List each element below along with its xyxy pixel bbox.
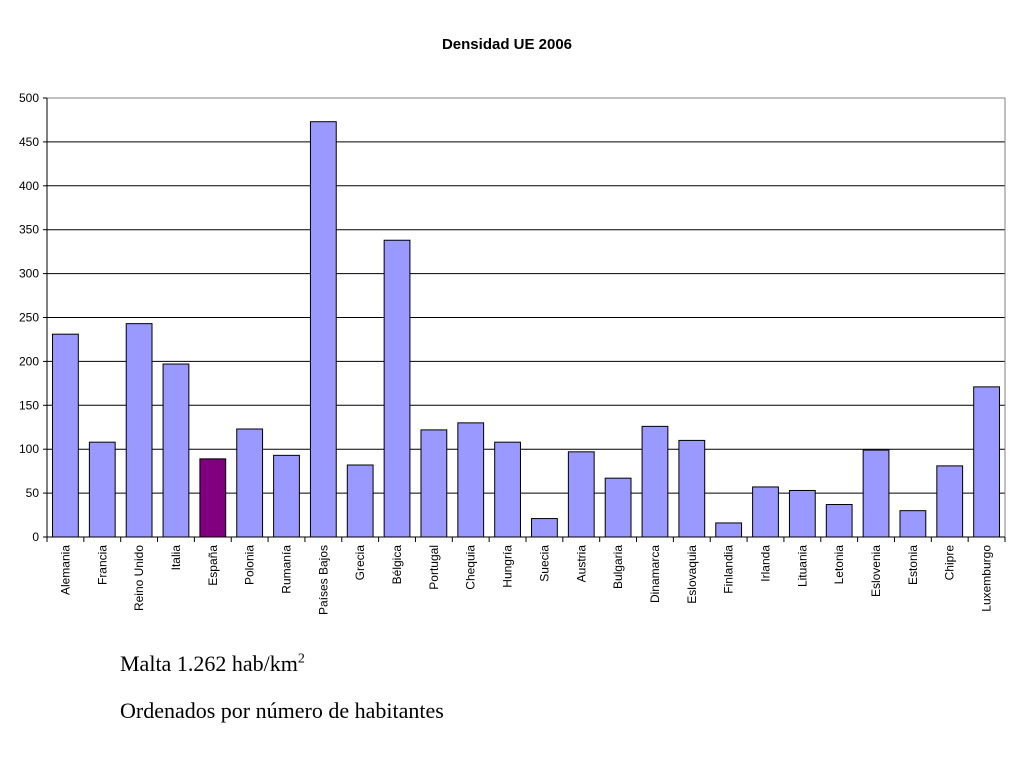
y-tick-label: 0 <box>32 530 39 544</box>
bar-chart: 0 50 100 150 200 250 300 350 400 450 500 Alemania Fr… <box>19 91 1006 615</box>
y-tick-label: 400 <box>19 179 39 193</box>
x-tick-label: Polonia <box>243 545 257 585</box>
bar-lituania <box>788 489 816 538</box>
y-tick-label: 100 <box>19 442 39 456</box>
bar-países-bajos <box>309 121 337 538</box>
y-tick-label: 350 <box>19 223 39 237</box>
x-tick-label: España <box>206 545 220 586</box>
bar-alemania <box>52 333 79 538</box>
bar-austria <box>567 451 595 538</box>
x-tick-label: Italia <box>169 545 183 571</box>
x-tick-label: Lituania <box>795 545 809 587</box>
gridlines <box>47 97 1005 494</box>
bar-polonia <box>236 428 264 538</box>
x-tick-label: Alemania <box>58 545 72 595</box>
x-tick-label: Dinamarca <box>648 545 662 603</box>
malta-density-text: Malta 1.262 hab/km <box>120 651 298 676</box>
bar-francia <box>88 441 116 538</box>
bar-dinamarca <box>641 425 669 538</box>
x-tick-label: Suecia <box>537 545 551 582</box>
bar-hungría <box>494 441 521 538</box>
y-tick-label: 50 <box>26 486 40 500</box>
y-tick-label: 450 <box>19 135 39 149</box>
x-tick-label: Francia <box>95 545 109 585</box>
bar-grecia <box>346 464 374 538</box>
tick-labels: 0 50 100 150 200 250 300 350 400 450 500 Alemania Fr… <box>19 91 994 615</box>
x-tick-label: Finlandia <box>722 545 736 594</box>
y-tick-label: 250 <box>19 311 39 325</box>
malta-density-note: Malta 1.262 hab/km2 <box>120 651 305 677</box>
bar-estonia <box>899 510 927 538</box>
y-tick-label: 500 <box>19 91 39 105</box>
bar-reino-unido <box>125 323 153 538</box>
bar-eslovenia <box>862 449 890 538</box>
y-tick-label: 150 <box>19 398 39 412</box>
x-tick-label: Eslovaquia <box>685 545 699 604</box>
x-tick-label: Irlanda <box>759 545 773 582</box>
bar-bélgica <box>383 239 411 538</box>
x-tick-label: Bulgaria <box>611 545 625 589</box>
bar-letonia <box>825 504 853 538</box>
bar-italia <box>162 363 190 538</box>
bar-rumanía <box>273 454 300 538</box>
x-tick-label: Portugal <box>427 545 441 590</box>
chart-title: Densidad UE 2006 <box>441 36 573 53</box>
x-tick-label: Grecia <box>353 545 367 581</box>
bar-eslovaquia <box>678 439 706 538</box>
bar-españa <box>199 458 227 538</box>
ordering-note: Ordenados por número de habitantes <box>120 698 444 723</box>
bar-finlandia <box>715 522 743 538</box>
bar-chequia <box>457 422 485 538</box>
x-tick-label: Chipre <box>943 545 957 581</box>
x-tick-label: Eslovenia <box>869 545 883 597</box>
x-tick-label: Bélgica <box>390 545 404 585</box>
bar-irlanda <box>752 486 779 538</box>
bar-luxemburgo <box>973 386 1000 538</box>
x-tick-label: Hungría <box>501 545 515 588</box>
x-tick-label: Estonia <box>906 545 920 585</box>
bar-portugal <box>420 429 448 538</box>
bars <box>52 121 1000 538</box>
bar-suecia <box>531 518 558 538</box>
malta-density-superscript: 2 <box>297 651 305 667</box>
x-tick-label: Reino Unido <box>132 545 146 611</box>
y-tick-label: 300 <box>19 267 39 281</box>
x-tick-label: Países Bajos <box>316 545 330 615</box>
y-tick-label: 200 <box>19 354 39 368</box>
bar-chipre <box>936 465 964 538</box>
x-tick-label: Rumanía <box>280 545 294 594</box>
x-tick-label: Austria <box>574 545 588 583</box>
x-tick-label: Luxemburgo <box>980 545 994 612</box>
x-tick-label: Chequia <box>464 545 478 590</box>
x-tick-label: Letonia <box>832 545 846 585</box>
bar-bulgaria <box>604 477 632 538</box>
